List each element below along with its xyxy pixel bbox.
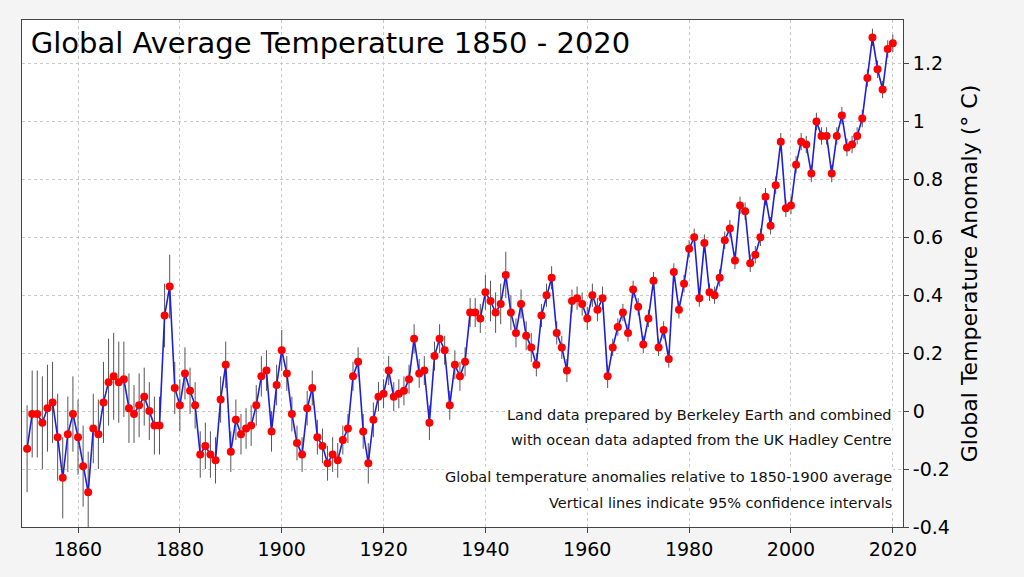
svg-text:Global temperature anomalies r: Global temperature anomalies relative to… (445, 469, 892, 485)
svg-text:1920: 1920 (359, 538, 407, 560)
svg-text:Global Temperature Anomaly (°: Global Temperature Anomaly (° C) (957, 85, 982, 463)
svg-text:1980: 1980 (665, 538, 713, 560)
svg-text:2000: 2000 (767, 538, 815, 560)
svg-text:Vertical lines indicate 95% co: Vertical lines indicate 95% confidence i… (549, 495, 892, 511)
svg-text:1860: 1860 (54, 538, 102, 560)
svg-text:1900: 1900 (258, 538, 306, 560)
svg-text:with ocean data adapted from t: with ocean data adapted from the UK Hadl… (511, 432, 892, 448)
svg-text:0: 0 (913, 400, 925, 422)
svg-text:2020: 2020 (869, 538, 917, 560)
svg-text:1880: 1880 (156, 538, 204, 560)
svg-text:1960: 1960 (563, 538, 611, 560)
svg-text:1940: 1940 (461, 538, 509, 560)
svg-text:1.2: 1.2 (913, 52, 943, 74)
svg-text:-0.4: -0.4 (913, 516, 950, 538)
svg-text:1: 1 (913, 110, 925, 132)
svg-text:0.8: 0.8 (913, 168, 943, 190)
svg-text:0.6: 0.6 (913, 226, 943, 248)
svg-text:Global Average Temperature 185: Global Average Temperature 1850 - 2020 (31, 26, 630, 60)
svg-text:Land data prepared by Berkeley: Land data prepared by Berkeley Earth and… (507, 407, 892, 423)
svg-text:-0.2: -0.2 (913, 458, 950, 480)
svg-text:0.4: 0.4 (913, 284, 943, 306)
svg-text:0.2: 0.2 (913, 342, 943, 364)
